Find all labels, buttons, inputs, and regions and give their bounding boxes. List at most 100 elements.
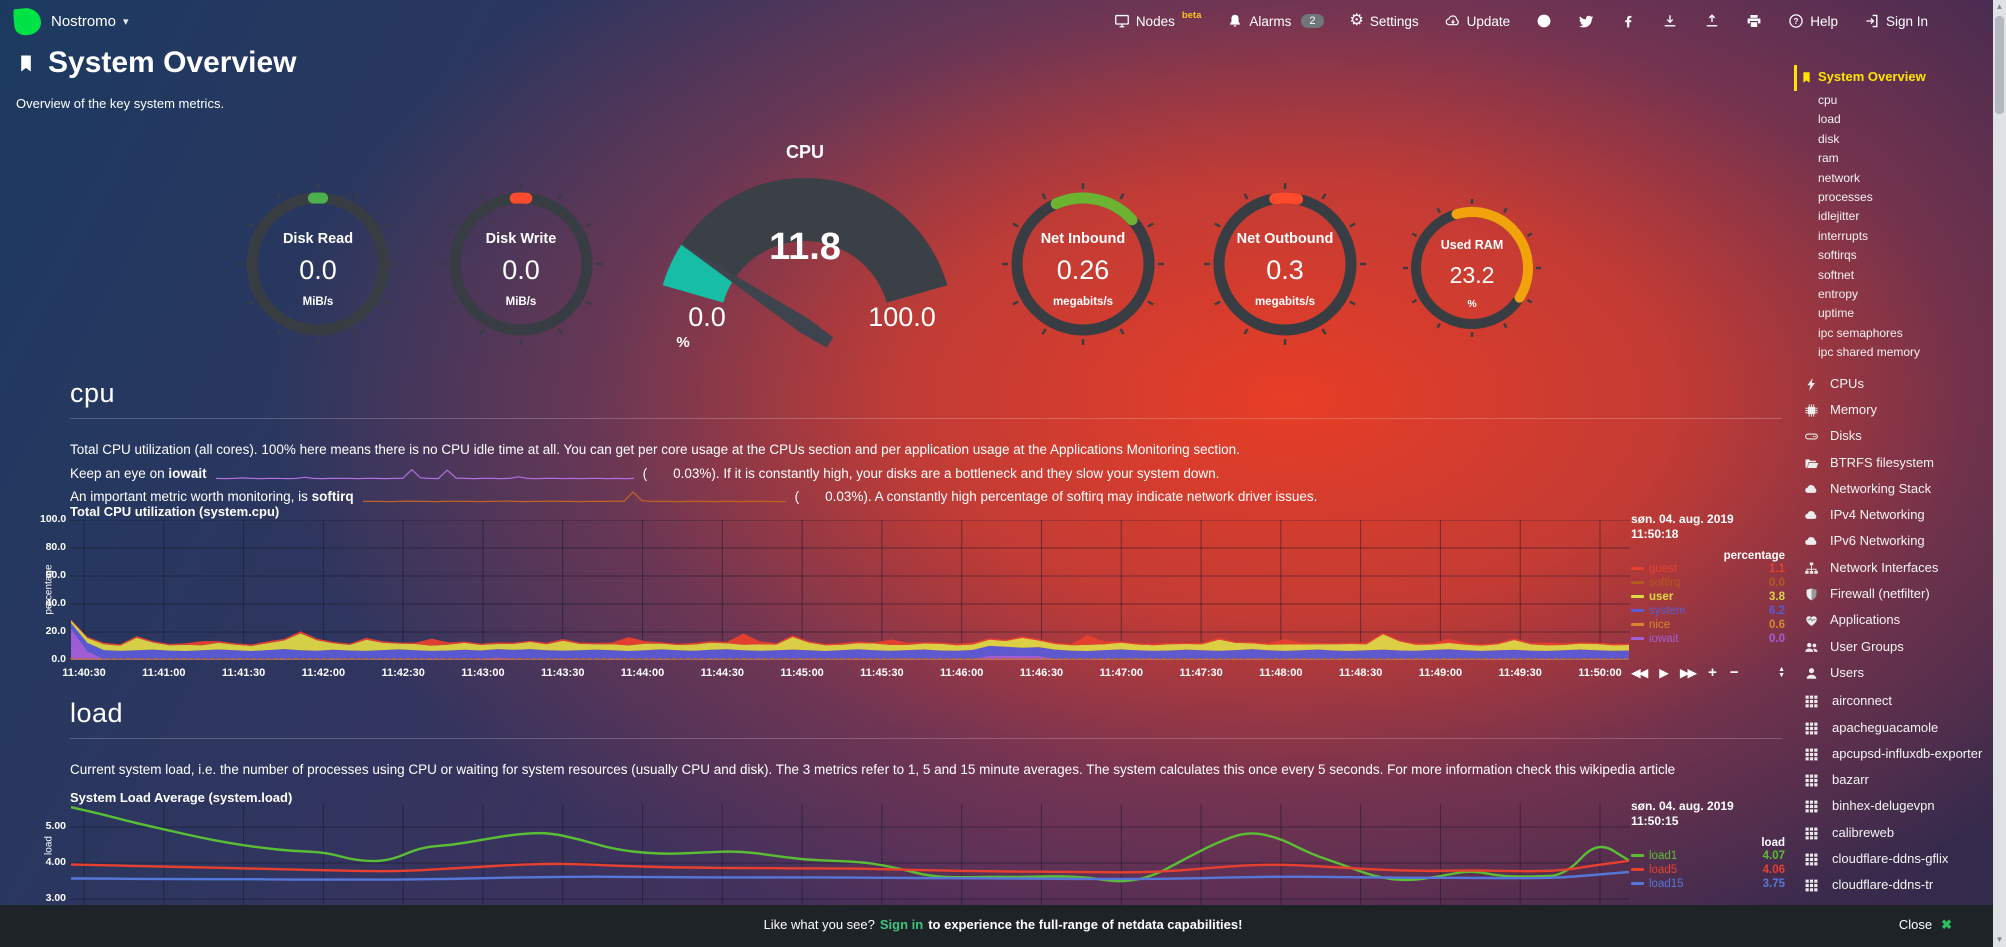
print-button[interactable] [1746,13,1762,29]
legend-series-name: nice [1631,619,1670,633]
load-plot-area[interactable] [70,804,1630,905]
sidebar-section-ipv4-networking[interactable]: IPv4 Networking [1788,502,1990,528]
settings-label: Settings [1369,13,1419,29]
scroll-up-arrow[interactable]: ▲ [1995,2,2004,11]
scroll-down-arrow[interactable]: ▼ [1995,935,2004,944]
sidebar-section-disks[interactable]: Disks [1788,423,1990,449]
gauge-unit: megabits/s [1052,295,1114,308]
sidebar-app-apacheguacamole[interactable]: apacheguacamole [1788,715,1990,741]
legend-series-name: system [1631,605,1685,619]
close-button[interactable]: Close ✖ [1898,917,1952,932]
gauge-net-outbound[interactable]: Net Outbound 0.3 megabits/s [1197,176,1373,352]
legend-row-guest[interactable]: guest 1.1 [1631,563,1785,577]
sidebar-subitem-softnet[interactable]: softnet [1818,267,1855,282]
sidebar-section-networking-stack[interactable]: Networking Stack [1788,476,1990,502]
gauge-title: Net Inbound [1040,230,1126,247]
sidebar-app-airconnect[interactable]: airconnect [1788,688,1990,714]
sidebar-app-cloudflare-ddns-gflix[interactable]: cloudflare-ddns-gflix [1788,846,1990,872]
sidebar-app-apcupsd-influxdb-exporter[interactable]: apcupsd-influxdb-exporter [1788,741,1990,767]
legend-series-name: load5 [1631,864,1677,878]
legend-row-softirq[interactable]: softirq 0.0 [1631,577,1785,591]
legend-row-iowait[interactable]: iowait 0.0 [1631,633,1785,647]
sidebar-app-calibreweb[interactable]: calibreweb [1788,820,1990,846]
netdata-logo[interactable] [12,6,43,36]
legend-row-nice[interactable]: nice 0.6 [1631,619,1785,633]
help-button[interactable]: Help [1788,13,1838,29]
sidebar-subitem-disk[interactable]: disk [1818,131,1840,146]
y-axis-label: percentage [43,564,55,615]
gauge-disk-read[interactable]: Disk Read 0.0 MiB/s [230,176,406,352]
update-label: Update [1466,13,1511,29]
sidebar-subitem-softirqs[interactable]: softirqs [1818,248,1857,263]
zoom-out-button[interactable]: − [1729,664,1739,681]
sidebar-subitem-processes[interactable]: processes [1818,190,1873,205]
footer-signin-link[interactable]: Sign in [879,917,924,932]
legend-row-load5[interactable]: load5 4.06 [1631,864,1785,878]
pan-forward-button[interactable]: ▶▶ [1679,666,1697,680]
legend-row-system[interactable]: system 6.2 [1631,605,1785,619]
sidebar-subitem-entropy[interactable]: entropy [1818,287,1859,302]
y-tick-label: 0.0 [51,653,66,665]
sidebar-subitem-cpu[interactable]: cpu [1818,93,1838,107]
nodes-button[interactable]: Nodes beta [1114,10,1201,29]
sidebar-section-network-interfaces[interactable]: Network Interfaces [1788,555,1990,581]
gauge-title: CPU [785,142,824,162]
legend-time: 11:50:18 [1631,527,1679,541]
grid-icon [1804,799,1819,814]
settings-button[interactable]: ⚙ Settings [1350,13,1419,29]
legend-series-value: 4.07 [1762,850,1785,862]
chevron-down-icon[interactable]: ▾ [123,15,129,28]
sidebar-subitem-ipc-shared-memory[interactable]: ipc shared memory [1818,345,1921,360]
sidebar-section-users[interactable]: Users [1788,660,1990,686]
gauge-used-ram[interactable]: Used RAM 23.2 % [1397,193,1547,343]
legend-row-load1[interactable]: load1 4.07 [1631,850,1785,864]
sidebar-subitem-ipc-semaphores[interactable]: ipc semaphores [1818,325,1903,340]
twitter-link[interactable] [1578,13,1594,29]
resize-handle[interactable]: ▲ ▼ [1778,666,1785,679]
y-tick-label: 5.00 [45,820,66,833]
scrollbar-thumb[interactable] [1995,16,2004,114]
sidebar-subitem-idlejitter[interactable]: idlejitter [1818,209,1860,224]
sidebar-app-binhex-delugevpn[interactable]: binhex-delugevpn [1788,793,1990,819]
facebook-link[interactable] [1620,13,1636,29]
legend-series-value: 4.06 [1762,863,1785,876]
legend-row-load15[interactable]: load15 3.75 [1631,878,1785,892]
update-button[interactable]: Update [1445,13,1511,29]
sidebar-subitem-ram[interactable]: ram [1818,151,1839,166]
gauge-cpu[interactable]: CPU 11.8 0.0 100.0 % [645,142,965,357]
pan-backward-button[interactable]: ◀◀ [1631,666,1648,680]
node-name-menu[interactable]: Nostromo [51,12,117,30]
github-link[interactable] [1536,13,1552,29]
import-snapshot-button[interactable] [1704,13,1720,29]
play-button[interactable]: ▶ [1659,666,1669,680]
sidebar-section-ipv6-networking[interactable]: IPv6 Networking [1788,528,1990,554]
sidebar-subitem-interrupts[interactable]: interrupts [1818,228,1869,243]
chart-title: System Load Average (system.load) [70,790,293,805]
sidebar-subitem-network[interactable]: network [1818,170,1861,185]
sidebar-subitem-load[interactable]: load [1818,112,1841,127]
sidebar-section-cpus[interactable]: CPUs [1788,371,1990,397]
sidebar-section-user-groups[interactable]: User Groups [1788,634,1990,660]
sidebar-item-system-overview[interactable]: System Overview [1788,65,1990,91]
zoom-in-button[interactable]: + [1708,664,1717,681]
signin-button[interactable]: Sign In [1864,13,1928,29]
sidebar-app-cloudflare-ddns-tr[interactable]: cloudflare-ddns-tr [1788,872,1990,898]
sidebar-section-btrfs-filesystem[interactable]: BTRFS filesystem [1788,450,1990,476]
gauge-ring [1403,199,1541,337]
x-tick-label: 11:48:00 [1259,667,1303,679]
x-tick-label: 11:43:00 [461,667,505,679]
cpu-plot-area[interactable] [70,520,1630,660]
alarms-button[interactable]: Alarms 2 [1227,13,1324,29]
sidebar-section-memory[interactable]: Memory [1788,397,1990,423]
gauge-disk-write[interactable]: Disk Write 0.0 MiB/s [433,176,609,352]
gauge-value: 0.26 [1056,255,1110,286]
sidebar-app-bazarr[interactable]: bazarr [1788,767,1990,793]
page-scrollbar[interactable]: ▲ ▼ [1993,0,2006,947]
export-snapshot-button[interactable] [1662,13,1678,29]
sidebar-section-firewall-netfilter-[interactable]: Firewall (netfilter) [1788,581,1990,607]
legend-row-user[interactable]: user 3.8 [1631,591,1785,605]
cpu-desc-line2: Keep an eye on iowait(0.03%). If it is c… [70,465,1220,481]
sidebar-subitem-uptime[interactable]: uptime [1818,306,1855,321]
sidebar-section-applications[interactable]: Applications [1788,607,1990,633]
gauge-net-inbound[interactable]: Net Inbound 0.26 megabits/s [995,176,1171,352]
